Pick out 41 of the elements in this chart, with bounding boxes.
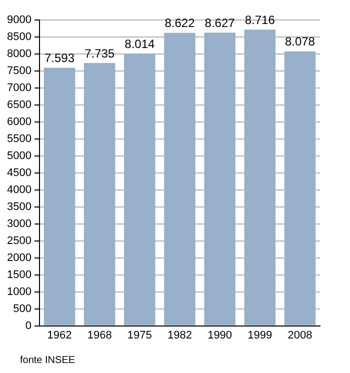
y-tick-label: 8500	[6, 31, 32, 44]
y-tick-label: 6000	[6, 116, 32, 128]
y-tick-label: 4000	[6, 184, 32, 196]
data-label: 8.014	[124, 36, 155, 51]
data-label: 8.627	[204, 16, 236, 30]
bar	[164, 32, 196, 326]
y-tick-label: 2500	[6, 234, 32, 247]
bar	[244, 30, 276, 326]
y-tick-label: 2000	[6, 252, 32, 264]
y-tick-label: 7500	[6, 65, 32, 77]
x-tick-label: 1962	[47, 329, 72, 342]
y-tick-label: 5000	[6, 150, 32, 162]
y-tick-label: 9000	[6, 14, 32, 26]
data-label: 7.593	[44, 51, 75, 66]
y-tick-label: 4500	[6, 166, 32, 179]
bar	[84, 62, 116, 326]
y-tick-label: 0	[25, 320, 32, 332]
data-label: 8.622	[164, 16, 196, 30]
data-label: 8.078	[284, 34, 316, 49]
bar	[204, 32, 236, 326]
y-tick-label: 6500	[6, 98, 32, 111]
x-tick-label: 1990	[208, 329, 232, 342]
y-tick-label: 7000	[6, 82, 32, 94]
bar	[124, 54, 156, 326]
y-tick-label: 1000	[6, 286, 32, 298]
bar	[44, 68, 76, 326]
y-tick-label: 3500	[6, 200, 32, 213]
data-label: 7.735	[84, 46, 115, 60]
bar	[284, 51, 316, 326]
data-label: 8.716	[244, 12, 276, 27]
x-tick-label: 1999	[248, 329, 272, 342]
x-tick-label: 1982	[167, 329, 192, 342]
y-tick-label: 8000	[6, 48, 32, 60]
x-tick-label: 2008	[288, 329, 312, 342]
x-tick-label: 1968	[87, 329, 112, 342]
x-tick-label: 1975	[127, 329, 152, 342]
y-tick-label: 500	[13, 302, 32, 315]
source-note: fonte INSEE	[20, 355, 76, 366]
y-tick-label: 3000	[6, 218, 32, 230]
y-tick-label: 1500	[6, 268, 32, 281]
y-tick-label: 5500	[6, 132, 32, 145]
